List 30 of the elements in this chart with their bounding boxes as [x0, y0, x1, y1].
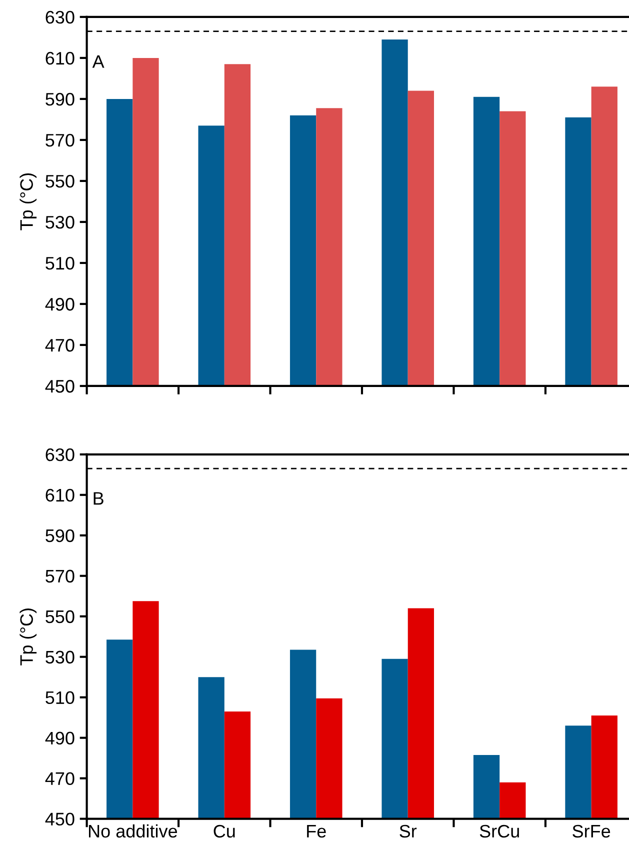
y-tick-label: 570 [46, 570, 74, 583]
x-tick-label: SrFe [572, 824, 610, 838]
y-tick-label: 470 [45, 338, 74, 352]
x-tick-label: Sr [400, 824, 417, 838]
y-tick-label: 610 [46, 488, 74, 502]
y-tick-label: 590 [46, 529, 74, 542]
y-axis-title: Tp (°C) [20, 608, 37, 666]
y-tick-label: 570 [46, 134, 74, 147]
y-tick-label: 490 [45, 732, 74, 745]
y-axis-title: Tp (°C) [20, 173, 37, 230]
y-tick-label: 490 [45, 298, 74, 311]
y-tick-label: 530 [46, 650, 74, 664]
y-tick-label: 590 [46, 92, 74, 106]
y-tick-label: 450 [45, 380, 74, 393]
y-tick-label: 470 [45, 772, 74, 786]
y-tick-label: 510 [46, 691, 74, 704]
y-tick-label: 530 [46, 216, 74, 229]
y-tick-label: 630 [46, 10, 74, 24]
y-tick-label: 450 [45, 812, 74, 826]
x-tick-label: SrCu [480, 824, 519, 838]
x-tick-label: No additive [88, 824, 178, 838]
y-tick-label: 550 [46, 610, 74, 624]
x-tick-label: Cu [214, 824, 235, 838]
annotation: B [94, 492, 104, 505]
x-tick-label: Fe [307, 825, 326, 838]
y-tick-label: 550 [46, 174, 74, 188]
annotation: A [92, 55, 104, 68]
y-tick-label: 510 [46, 256, 74, 270]
y-tick-label: 610 [46, 52, 74, 65]
y-tick-label: 630 [46, 448, 74, 462]
